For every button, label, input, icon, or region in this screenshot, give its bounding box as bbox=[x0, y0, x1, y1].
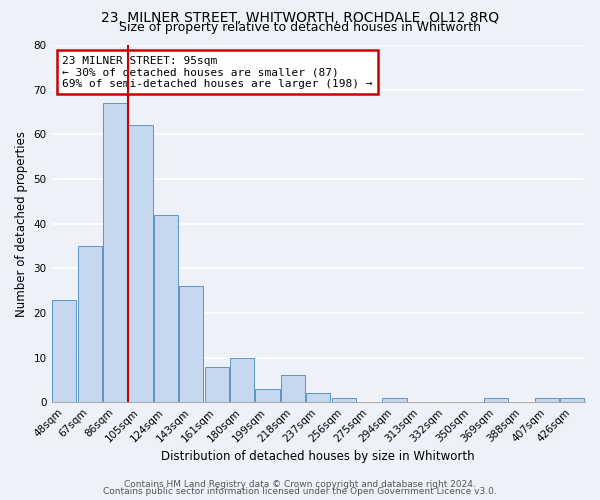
Bar bbox=[535, 398, 559, 402]
X-axis label: Distribution of detached houses by size in Whitworth: Distribution of detached houses by size … bbox=[161, 450, 475, 462]
Bar bbox=[205, 366, 229, 402]
Bar bbox=[560, 398, 584, 402]
Bar bbox=[52, 300, 76, 402]
Bar bbox=[103, 103, 127, 402]
Text: Size of property relative to detached houses in Whitworth: Size of property relative to detached ho… bbox=[119, 22, 481, 35]
Bar bbox=[382, 398, 407, 402]
Text: Contains HM Land Registry data © Crown copyright and database right 2024.: Contains HM Land Registry data © Crown c… bbox=[124, 480, 476, 489]
Text: 23 MILNER STREET: 95sqm
← 30% of detached houses are smaller (87)
69% of semi-de: 23 MILNER STREET: 95sqm ← 30% of detache… bbox=[62, 56, 373, 89]
Bar bbox=[154, 214, 178, 402]
Text: Contains public sector information licensed under the Open Government Licence v3: Contains public sector information licen… bbox=[103, 487, 497, 496]
Bar bbox=[179, 286, 203, 402]
Bar bbox=[281, 376, 305, 402]
Bar bbox=[306, 394, 331, 402]
Y-axis label: Number of detached properties: Number of detached properties bbox=[15, 130, 28, 316]
Bar bbox=[230, 358, 254, 402]
Bar bbox=[484, 398, 508, 402]
Bar bbox=[256, 389, 280, 402]
Bar bbox=[332, 398, 356, 402]
Text: 23, MILNER STREET, WHITWORTH, ROCHDALE, OL12 8RQ: 23, MILNER STREET, WHITWORTH, ROCHDALE, … bbox=[101, 11, 499, 25]
Bar bbox=[128, 126, 152, 402]
Bar bbox=[77, 246, 102, 402]
